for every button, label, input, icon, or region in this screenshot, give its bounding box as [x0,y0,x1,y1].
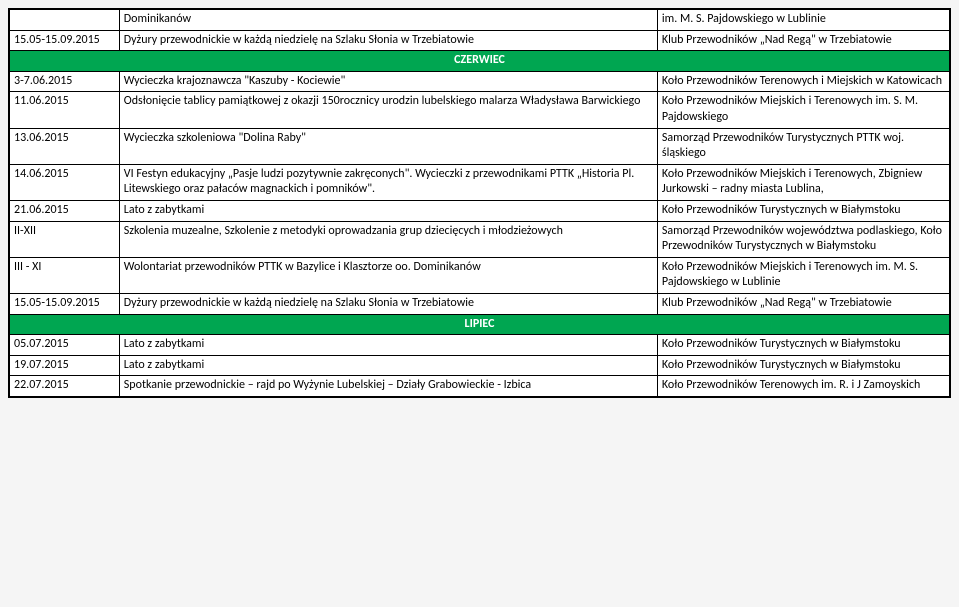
description-cell: Dyżury przewodnickie w każdą niedzielę n… [119,293,657,314]
description-cell: Szkolenia muzealne, Szkolenie z metodyki… [119,221,657,257]
date-cell: II-XII [10,221,120,257]
organizer-cell: Klub Przewodników „Nad Regą" w Trzebiato… [657,293,949,314]
description-cell: Odsłonięcie tablicy pamiątkowej z okazji… [119,92,657,128]
table-row: 3-7.06.2015Wycieczka krajoznawcza "Kaszu… [10,71,950,92]
section-header-row: CZERWIEC [10,51,950,72]
document-table-container: Dominikanówim. M. S. Pajdowskiego w Lubl… [8,8,951,398]
table-row: 22.07.2015Spotkanie przewodnickie – rajd… [10,376,950,397]
section-header-cell: LIPIEC [10,314,950,335]
organizer-cell: Koło Przewodników Turystycznych w Białym… [657,200,949,221]
table-row: 13.06.2015Wycieczka szkoleniowa "Dolina … [10,128,950,164]
organizer-cell: Samorząd Przewodników Turystycznych PTTK… [657,128,949,164]
table-row: 15.05-15.09.2015Dyżury przewodnickie w k… [10,293,950,314]
description-cell: Lato z zabytkami [119,200,657,221]
organizer-cell: Koło Przewodników Turystycznych w Białym… [657,335,949,356]
section-header-cell: CZERWIEC [10,51,950,72]
table-row: 11.06.2015Odsłonięcie tablicy pamiątkowe… [10,92,950,128]
description-cell: Dyżury przewodnickie w każdą niedzielę n… [119,30,657,51]
description-cell: Wycieczka szkoleniowa "Dolina Raby" [119,128,657,164]
date-cell: 13.06.2015 [10,128,120,164]
schedule-table: Dominikanówim. M. S. Pajdowskiego w Lubl… [9,9,950,397]
date-cell: 19.07.2015 [10,355,120,376]
organizer-cell: Klub Przewodników „Nad Regą" w Trzebiato… [657,30,949,51]
date-cell: 05.07.2015 [10,335,120,356]
date-cell: III - XI [10,257,120,293]
table-row: III - XIWolontariat przewodników PTTK w … [10,257,950,293]
date-cell: 15.05-15.09.2015 [10,293,120,314]
table-row: Dominikanówim. M. S. Pajdowskiego w Lubl… [10,10,950,31]
organizer-cell: Samorząd Przewodników województwa podlas… [657,221,949,257]
description-cell: Lato z zabytkami [119,335,657,356]
table-row: 14.06.2015VI Festyn edukacyjny „Pasje lu… [10,164,950,200]
description-cell: Dominikanów [119,10,657,31]
date-cell: 11.06.2015 [10,92,120,128]
table-row: 19.07.2015Lato z zabytkamiKoło Przewodni… [10,355,950,376]
date-cell [10,10,120,31]
description-cell: Lato z zabytkami [119,355,657,376]
date-cell: 3-7.06.2015 [10,71,120,92]
organizer-cell: Koło Przewodników Turystycznych w Białym… [657,355,949,376]
organizer-cell: Koło Przewodników Miejskich i Terenowych… [657,164,949,200]
organizer-cell: im. M. S. Pajdowskiego w Lublinie [657,10,949,31]
date-cell: 14.06.2015 [10,164,120,200]
table-row: 15.05-15.09.2015Dyżury przewodnickie w k… [10,30,950,51]
description-cell: VI Festyn edukacyjny „Pasje ludzi pozyty… [119,164,657,200]
description-cell: Spotkanie przewodnickie – rajd po Wyżyni… [119,376,657,397]
section-header-row: LIPIEC [10,314,950,335]
table-row: 21.06.2015Lato z zabytkamiKoło Przewodni… [10,200,950,221]
organizer-cell: Koło Przewodników Miejskich i Terenowych… [657,257,949,293]
organizer-cell: Koło Przewodników Miejskich i Terenowych… [657,92,949,128]
description-cell: Wycieczka krajoznawcza "Kaszuby - Kociew… [119,71,657,92]
date-cell: 21.06.2015 [10,200,120,221]
organizer-cell: Koło Przewodników Terenowych im. R. i J … [657,376,949,397]
table-row: II-XIISzkolenia muzealne, Szkolenie z me… [10,221,950,257]
table-row: 05.07.2015Lato z zabytkamiKoło Przewodni… [10,335,950,356]
date-cell: 22.07.2015 [10,376,120,397]
date-cell: 15.05-15.09.2015 [10,30,120,51]
organizer-cell: Koło Przewodników Terenowych i Miejskich… [657,71,949,92]
description-cell: Wolontariat przewodników PTTK w Bazylice… [119,257,657,293]
